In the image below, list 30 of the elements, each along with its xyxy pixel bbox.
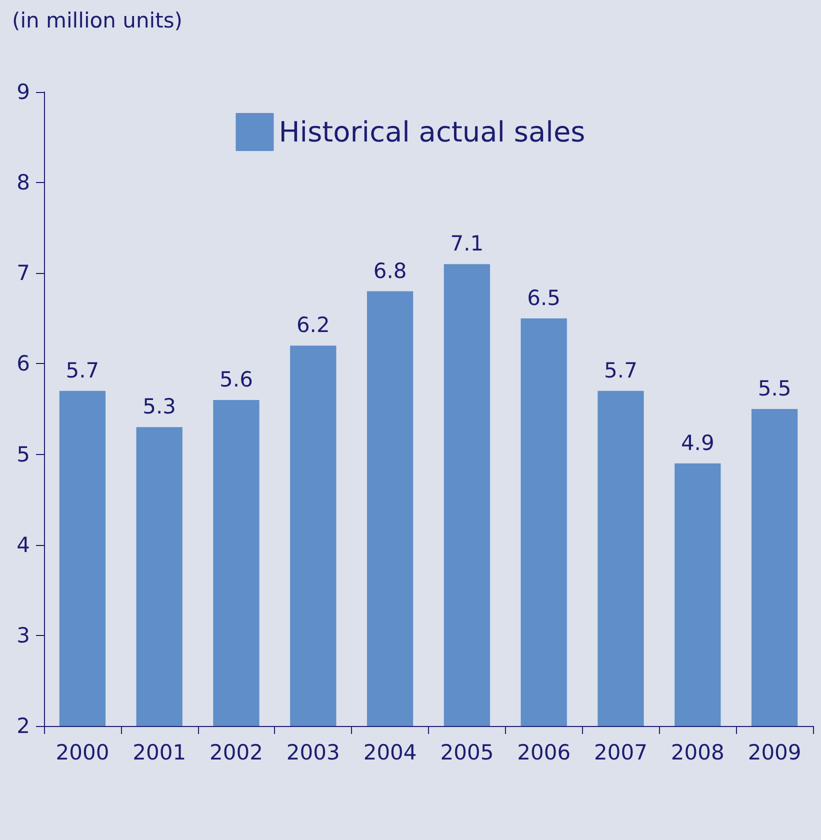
data-label: 4.9 xyxy=(680,430,714,455)
x-tick-label: 2004 xyxy=(363,740,417,764)
y-tick-label: 5 xyxy=(16,442,30,466)
x-tick-label: 2000 xyxy=(56,740,110,764)
data-label: 6.2 xyxy=(296,313,330,338)
x-tick-label: 2008 xyxy=(670,740,724,764)
x-tick-label: 2002 xyxy=(210,740,263,764)
data-label: 5.3 xyxy=(142,394,176,419)
y-tick-label: 3 xyxy=(16,623,30,648)
y-tick-label: 2 xyxy=(16,714,30,738)
x-tick-label: 2005 xyxy=(440,740,494,764)
y-tick-label: 6 xyxy=(16,352,30,376)
y-axis-title: (in million units) xyxy=(12,8,182,32)
y-tick-label: 4 xyxy=(16,532,30,557)
x-tick-label: 2001 xyxy=(132,740,186,764)
data-label: 6.8 xyxy=(373,258,407,283)
x-tick-label: 2007 xyxy=(594,740,648,764)
data-label: 5.7 xyxy=(604,358,638,382)
y-tick-label: 8 xyxy=(16,170,30,195)
y-tick-label: 9 xyxy=(16,80,30,104)
data-label: 5.7 xyxy=(66,358,100,382)
y-tick-label: 7 xyxy=(16,261,30,286)
data-label: 5.5 xyxy=(758,376,792,400)
data-label: 6.5 xyxy=(527,286,561,310)
x-tick-label: 2003 xyxy=(286,740,340,764)
data-label: 7.1 xyxy=(450,232,484,256)
legend-label: Historical actual sales xyxy=(278,116,586,148)
data-label: 5.6 xyxy=(220,367,253,392)
x-tick-label: 2009 xyxy=(748,740,802,764)
x-tick-label: 2006 xyxy=(517,740,571,764)
